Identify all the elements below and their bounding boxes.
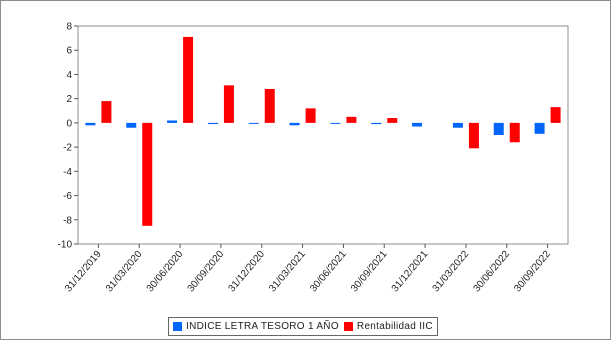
bar-series-2 bbox=[387, 118, 398, 123]
bar-series-1 bbox=[248, 122, 259, 124]
x-tick-label: 31/12/2021 bbox=[390, 249, 431, 295]
x-tick-label: 31/12/2019 bbox=[63, 249, 104, 295]
bar-series-1 bbox=[452, 122, 463, 128]
legend-item-series-2: Rentabilidad IIC bbox=[343, 321, 433, 332]
x-tick-label: 30/09/2022 bbox=[512, 249, 553, 295]
legend-swatch-series-2 bbox=[343, 322, 353, 331]
legend-label-series-2: Rentabilidad IIC bbox=[356, 321, 433, 332]
bar-series-2 bbox=[264, 88, 275, 123]
legend: INDICE LETRA TESORO 1 AÑO Rentabilidad I… bbox=[168, 317, 438, 336]
x-tick-label: 31/03/2022 bbox=[431, 249, 472, 295]
y-tick-label: 0 bbox=[66, 118, 72, 129]
x-tick-label: 30/09/2020 bbox=[186, 249, 227, 295]
x-tick-label: 31/03/2020 bbox=[104, 249, 145, 295]
y-tick-label: 6 bbox=[66, 46, 72, 57]
y-tick-label: -2 bbox=[63, 143, 72, 154]
y-axis: 8 6 4 2 0 -2 -4 -6 -8 -10 bbox=[58, 22, 78, 251]
bar-series-1 bbox=[493, 122, 504, 135]
legend-item-series-1: INDICE LETRA TESORO 1 AÑO bbox=[173, 321, 339, 332]
x-tick-label: 31/03/2021 bbox=[267, 249, 308, 295]
bar-series-1 bbox=[412, 122, 423, 127]
y-tick-label: -8 bbox=[63, 215, 72, 226]
y-tick-label: 2 bbox=[66, 94, 72, 105]
bar-series-1 bbox=[207, 122, 218, 125]
bar-series-1 bbox=[371, 122, 382, 125]
bar-series-2 bbox=[509, 122, 520, 143]
bar-series-1 bbox=[126, 122, 137, 128]
bar-series-1 bbox=[330, 122, 341, 124]
bar-series-2 bbox=[346, 116, 357, 123]
y-tick-label: -10 bbox=[58, 240, 73, 251]
x-tick-label: 30/09/2021 bbox=[349, 249, 390, 295]
legend-swatch-series-1 bbox=[173, 322, 182, 331]
bar-series-2 bbox=[101, 101, 112, 123]
bar-series-2 bbox=[550, 107, 561, 123]
bar-series-2 bbox=[223, 85, 234, 123]
bar-series-1 bbox=[167, 120, 178, 123]
y-tick-label: 4 bbox=[66, 70, 72, 81]
bar-series-1 bbox=[85, 122, 96, 126]
x-tick-label: 30/06/2021 bbox=[308, 249, 349, 295]
bar-series-2 bbox=[468, 122, 479, 149]
bar-series-2 bbox=[142, 122, 153, 226]
y-tick-label: -6 bbox=[63, 191, 72, 202]
x-tick-label: 30/06/2020 bbox=[145, 249, 186, 295]
bar-series-2 bbox=[305, 108, 316, 123]
bars bbox=[85, 36, 561, 226]
bar-series-1 bbox=[289, 122, 300, 126]
plot-area bbox=[77, 25, 569, 245]
bar-series-2 bbox=[183, 36, 194, 123]
legend-label-series-1: INDICE LETRA TESORO 1 AÑO bbox=[186, 321, 339, 332]
x-axis: 31/12/2019 31/03/2020 30/06/2020 30/09/2020… bbox=[63, 244, 553, 294]
y-tick-label: -4 bbox=[63, 167, 72, 178]
x-tick-label: 30/06/2022 bbox=[471, 249, 512, 295]
x-tick-label: 31/12/2020 bbox=[226, 249, 267, 295]
y-tick-label: 8 bbox=[66, 22, 72, 33]
bar-series-1 bbox=[534, 122, 545, 134]
